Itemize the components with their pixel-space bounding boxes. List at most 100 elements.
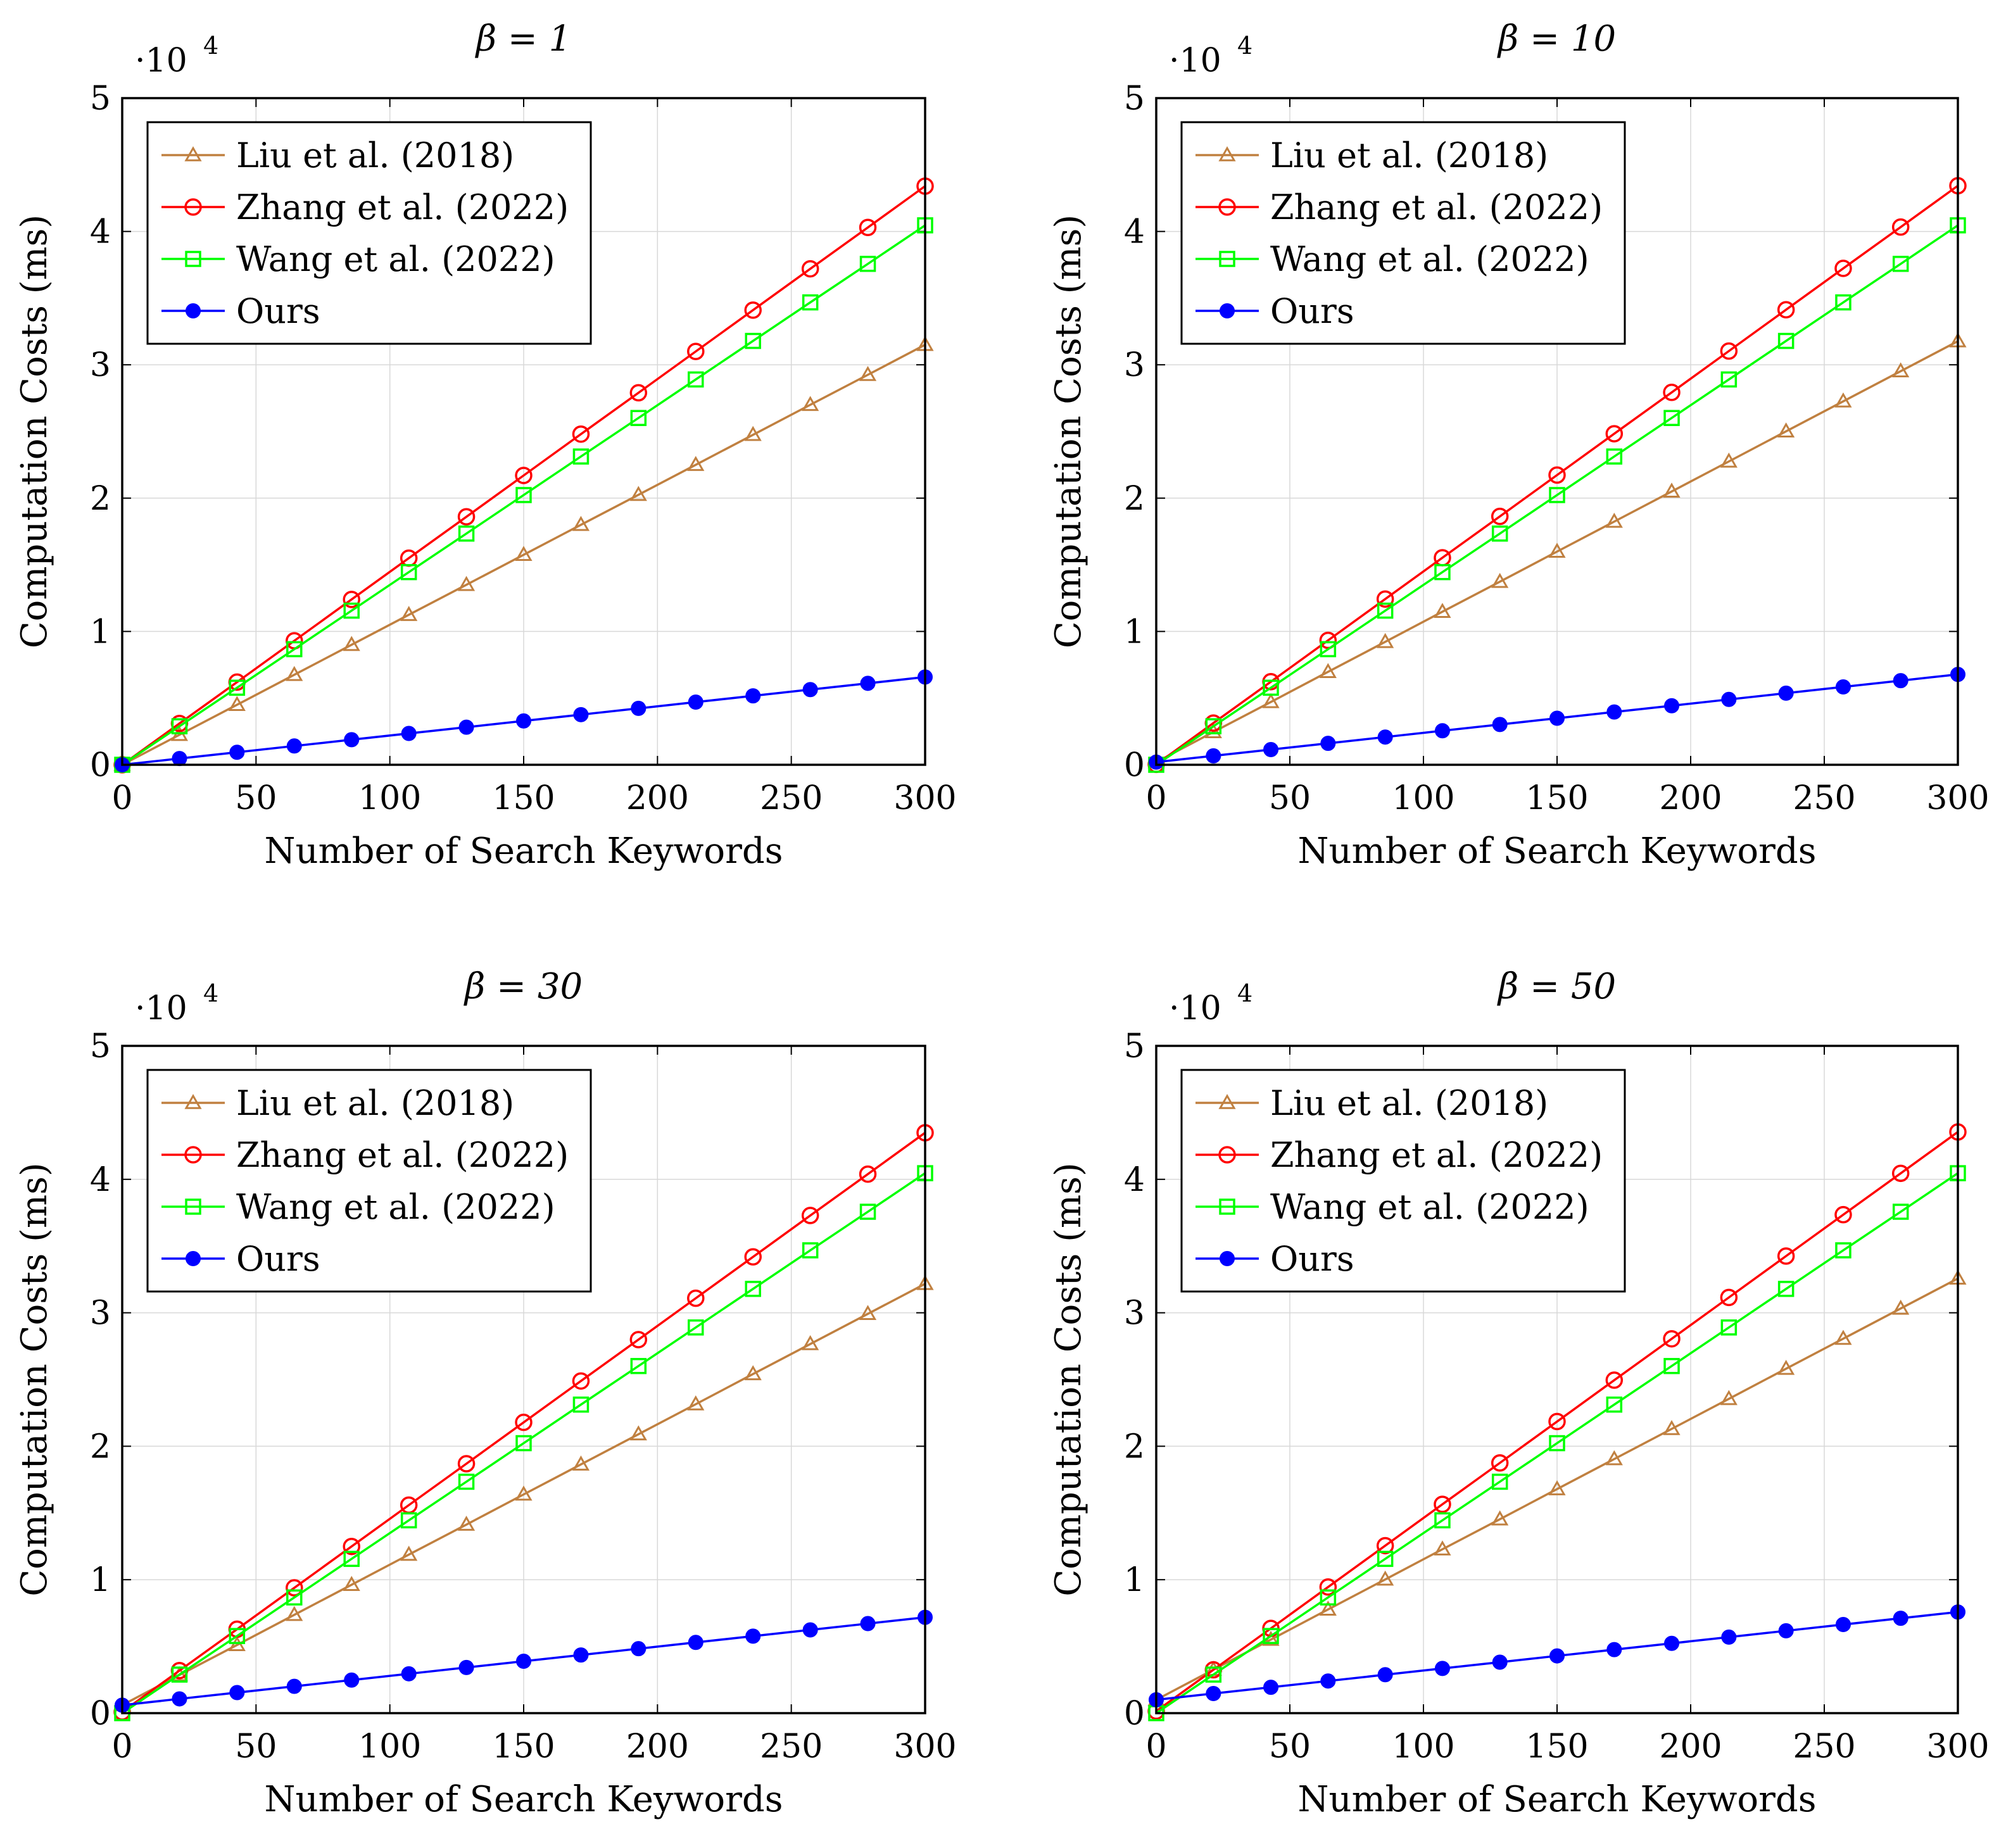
x-tick-label: 50 xyxy=(235,1728,277,1766)
y-tick-label: 4 xyxy=(1124,213,1145,251)
x-tick-label: 250 xyxy=(1793,1728,1855,1766)
data-point-2-9 xyxy=(572,1372,590,1390)
data-point-3-5 xyxy=(343,602,360,619)
data-point-2-12 xyxy=(744,301,762,319)
data-point-4-7 xyxy=(1492,1654,1508,1670)
data-point-2-10 xyxy=(629,384,648,402)
data-point-4-14 xyxy=(860,1616,876,1631)
legend-label-1: Liu et al. (2018) xyxy=(1270,1083,1548,1123)
series-line-1 xyxy=(122,344,926,766)
x-tick-label: 50 xyxy=(235,779,277,817)
data-point-1-5 xyxy=(343,1576,360,1591)
y-tick-label: 2 xyxy=(90,480,111,518)
data-point-3-4 xyxy=(286,1589,303,1606)
data-point-3-2 xyxy=(171,718,188,734)
data-point-3-4 xyxy=(286,641,303,658)
data-point-1-10 xyxy=(1663,1419,1681,1435)
data-point-2-11 xyxy=(687,343,705,360)
data-point-2-7 xyxy=(1491,1454,1509,1472)
y-axis-label: Computation Costs (ms) xyxy=(14,215,55,648)
chart-title: β = 50 xyxy=(1497,966,1616,1007)
data-point-3-12 xyxy=(745,1281,761,1297)
legend-marker-3 xyxy=(185,251,201,267)
y-tick-label: 1 xyxy=(90,1561,111,1599)
legend-marker-4 xyxy=(186,1251,201,1266)
data-point-4-11 xyxy=(688,695,703,710)
data-point-3-8 xyxy=(515,487,532,503)
series-line-2 xyxy=(1155,1131,1959,1713)
data-point-2-9 xyxy=(1605,425,1624,443)
y-tick-label: 3 xyxy=(90,346,111,384)
data-point-2-13 xyxy=(801,1207,819,1224)
data-point-4-8 xyxy=(516,1653,531,1669)
x-tick-label: 200 xyxy=(626,1728,689,1766)
legend-label-3: Wang et al. (2022) xyxy=(236,1187,555,1227)
data-point-1-7 xyxy=(457,575,476,591)
x-tick-label: 200 xyxy=(1659,1728,1722,1766)
data-point-3-12 xyxy=(745,332,761,349)
data-point-4-4 xyxy=(1320,736,1336,751)
data-point-4-12 xyxy=(1778,685,1794,701)
x-tick-label: 100 xyxy=(1392,779,1454,817)
data-point-2-9 xyxy=(1605,1371,1624,1389)
data-point-4-6 xyxy=(1434,1661,1450,1676)
data-point-1-4 xyxy=(286,1606,303,1621)
series-line-1 xyxy=(1156,1277,1959,1701)
x-tick-label: 150 xyxy=(1525,779,1588,817)
data-point-4-10 xyxy=(1664,698,1680,713)
data-point-3-3 xyxy=(229,1628,246,1644)
x-axis-label: Number of Search Keywords xyxy=(1298,1779,1817,1820)
data-point-3-5 xyxy=(1377,602,1394,619)
data-point-4-11 xyxy=(688,1635,703,1650)
legend-label-3: Wang et al. (2022) xyxy=(1270,239,1589,279)
data-point-1-13 xyxy=(1834,1329,1852,1345)
legend-label-4: Ours xyxy=(236,1239,320,1279)
data-point-1-9 xyxy=(572,1455,590,1471)
y-axis-label: Computation Costs (ms) xyxy=(1048,1162,1089,1596)
data-point-4-8 xyxy=(516,713,531,729)
data-point-3-9 xyxy=(572,448,590,465)
data-point-4-2 xyxy=(172,1691,187,1707)
y-axis-label: Computation Costs (ms) xyxy=(14,1162,55,1596)
data-point-4-4 xyxy=(286,1678,302,1694)
series-line-3 xyxy=(122,224,926,766)
data-point-3-8 xyxy=(1549,487,1565,503)
data-point-2-14 xyxy=(859,1165,877,1183)
data-point-4-10 xyxy=(1664,1635,1680,1651)
x-tick-label: 100 xyxy=(1392,1728,1454,1766)
data-point-1-8 xyxy=(1548,543,1566,558)
data-point-1-11 xyxy=(1720,452,1738,468)
data-point-2-7 xyxy=(1491,507,1509,525)
data-point-3-4 xyxy=(1320,641,1337,658)
legend-marker-1 xyxy=(184,1093,202,1109)
x-tick-label: 0 xyxy=(111,779,132,817)
data-point-1-8 xyxy=(1548,1480,1566,1495)
data-point-2-13 xyxy=(1834,1205,1852,1224)
chart-title: β = 30 xyxy=(464,966,583,1007)
legend-box xyxy=(146,121,592,345)
data-point-1-8 xyxy=(515,546,533,562)
data-point-1-12 xyxy=(1777,1359,1795,1375)
legend-label-1: Liu et al. (2018) xyxy=(1270,135,1548,175)
data-point-3-8 xyxy=(515,1435,532,1452)
data-point-4-9 xyxy=(573,707,589,722)
data-point-2-4 xyxy=(1319,1578,1337,1596)
y-tick-label: 4 xyxy=(90,1161,111,1199)
data-point-2-12 xyxy=(1777,1247,1795,1265)
y-tick-label: 3 xyxy=(1124,346,1145,384)
data-point-4-12 xyxy=(745,688,761,704)
x-tick-label: 0 xyxy=(1145,1728,1166,1766)
data-point-3-12 xyxy=(1777,332,1795,349)
legend-marker-4 xyxy=(1220,1251,1235,1266)
data-point-1-12 xyxy=(744,1365,762,1381)
data-point-4-5 xyxy=(344,1672,360,1688)
data-point-3-13 xyxy=(1835,1242,1851,1259)
y-tick-label: 5 xyxy=(1124,80,1145,118)
data-point-3-11 xyxy=(688,371,704,388)
data-point-2-8 xyxy=(1548,466,1566,484)
legend-marker-2 xyxy=(184,198,202,216)
data-point-2-7 xyxy=(457,508,476,526)
legend-marker-3 xyxy=(1219,251,1235,267)
legend-marker-1 xyxy=(1218,146,1236,161)
x-tick-label: 250 xyxy=(760,779,823,817)
